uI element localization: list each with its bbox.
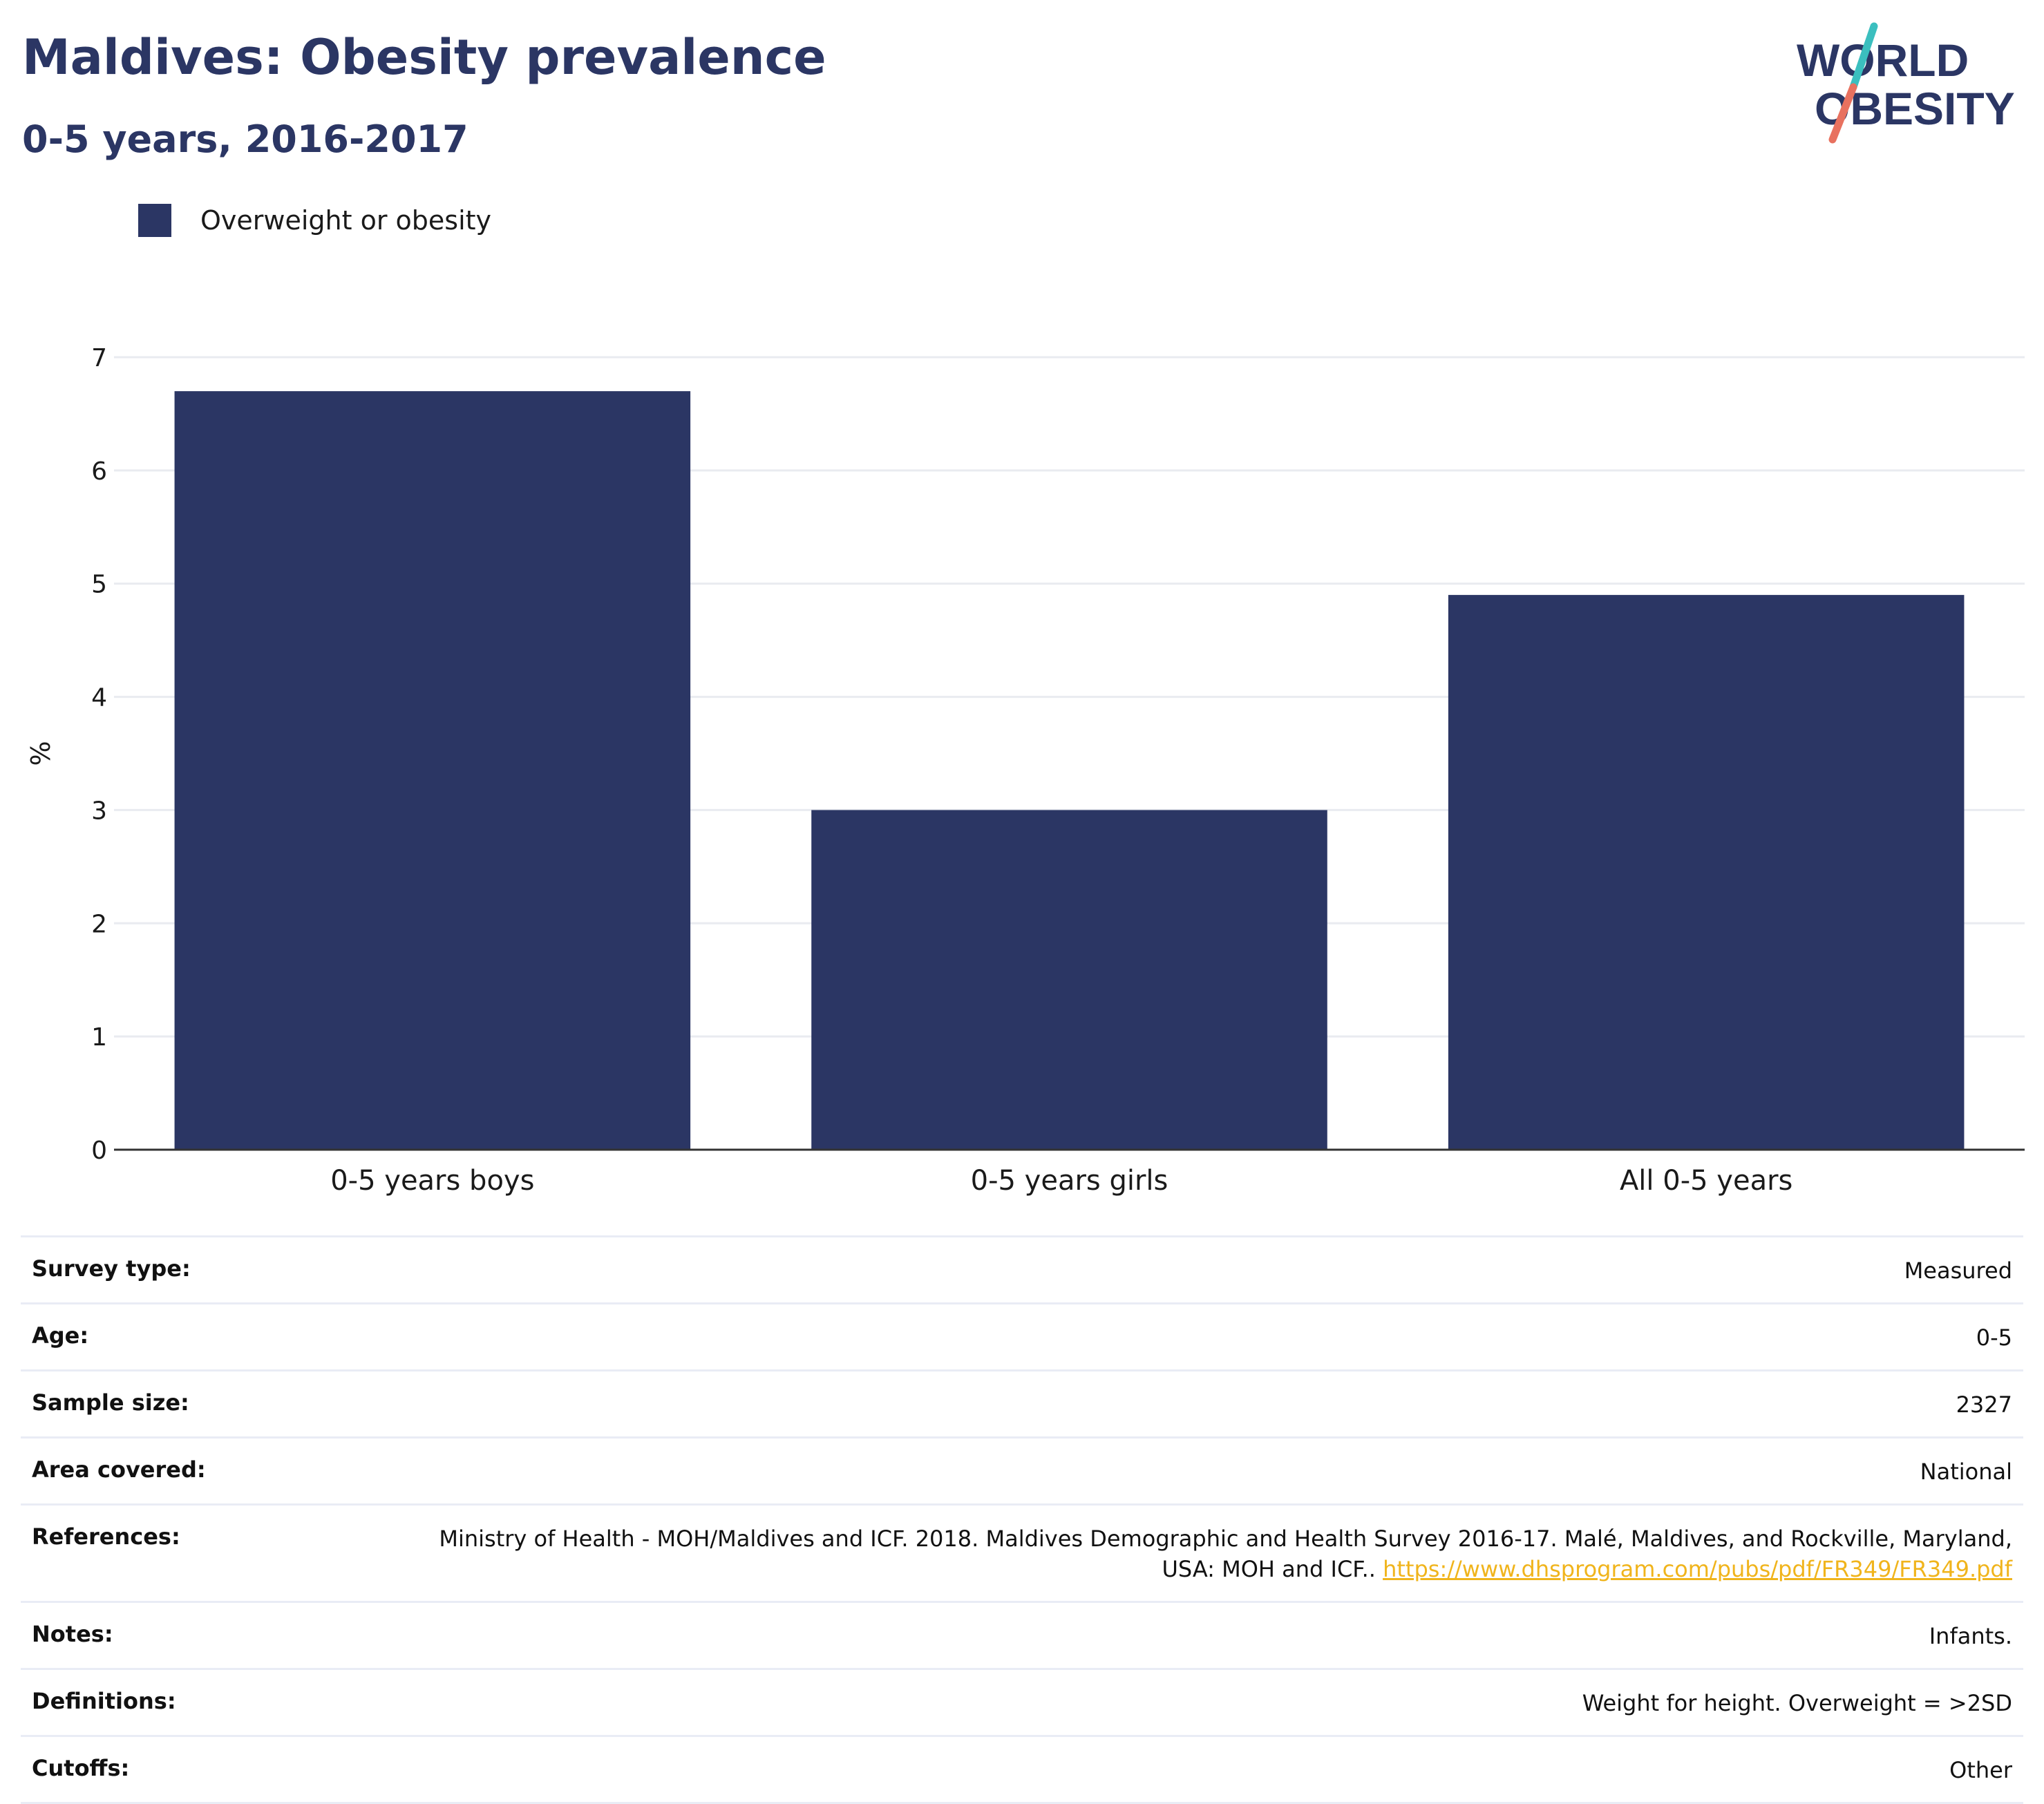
x-tick-label: 0-5 years girls [971, 1165, 1168, 1197]
info-value-text: National [1920, 1459, 2012, 1485]
info-value-text: 0-5 [1976, 1324, 2012, 1351]
x-tick-label: 0-5 years boys [330, 1165, 534, 1197]
info-value-text: Ministry of Health - MOH/Maldives and IC… [439, 1526, 2012, 1582]
y-tick-label: 0 [91, 1137, 107, 1165]
info-value: National [1920, 1456, 2012, 1487]
y-tick-label: 1 [91, 1023, 107, 1052]
x-tick-label: All 0-5 years [1620, 1165, 1792, 1197]
info-row: Definitions: Weight for height. Overweigh… [21, 1670, 2023, 1737]
y-tick-label: 6 [91, 457, 107, 486]
info-value: Other [1949, 1755, 2012, 1785]
info-value-text: Weight for height. Overweight = >2SD [1582, 1690, 2012, 1716]
y-tick-label: 7 [91, 344, 107, 372]
info-value: 0-5 [1976, 1322, 2012, 1353]
info-value: Infants. [1929, 1621, 2012, 1651]
info-value-text: 2327 [1956, 1392, 2012, 1418]
y-tick-label: 5 [91, 571, 107, 599]
logo-line1: WORLD [1797, 35, 1969, 86]
info-row: Age: 0-5 [21, 1304, 2023, 1371]
info-label: Age: [32, 1322, 89, 1349]
info-label: Definitions: [32, 1688, 176, 1714]
info-label: Area covered: [32, 1456, 206, 1483]
world-obesity-logo: WORLD OBESITY [1797, 22, 2015, 144]
info-label: Sample size: [32, 1389, 189, 1416]
info-value: Ministry of Health - MOH/Maldives and IC… [423, 1523, 2012, 1584]
info-row: Sample size: 2327 [21, 1371, 2023, 1439]
info-label: Notes: [32, 1621, 113, 1647]
legend-label: Overweight or obesity [200, 205, 492, 236]
chart-legend: Overweight or obesity [138, 204, 491, 237]
info-row: Area covered: National [21, 1439, 2023, 1506]
info-value-text: Measured [1904, 1257, 2012, 1284]
info-label: Survey type: [32, 1255, 191, 1282]
y-tick-label: 4 [91, 684, 107, 712]
info-value: 2327 [1956, 1389, 2012, 1420]
info-value: Measured [1904, 1255, 2012, 1286]
info-row: Notes: Infants. [21, 1603, 2023, 1670]
info-value: Weight for height. Overweight = >2SD [1582, 1688, 2012, 1718]
y-tick-label: 3 [91, 797, 107, 825]
info-row: Cutoffs: Other [21, 1737, 2023, 1804]
legend-swatch [138, 204, 171, 237]
info-row: References: Ministry of Health - MOH/Mald… [21, 1506, 2023, 1603]
y-tick-label: 2 [91, 910, 107, 938]
bar-3 [1448, 595, 1965, 1150]
info-label: Cutoffs: [32, 1755, 130, 1781]
survey-info-table: Survey type: Measured Age: 0-5 Sample size: 2… [21, 1235, 2023, 1804]
logo-slash-top [1849, 22, 1878, 91]
page-title: Maldives: Obesity prevalence [22, 29, 826, 86]
bar-1 [174, 391, 691, 1150]
reference-link[interactable]: https://www.dhsprogram.com/pubs/pdf/FR34… [1383, 1556, 2012, 1582]
bar-2 [811, 810, 1327, 1150]
logo-slash-bottom [1828, 83, 1857, 144]
info-row: Survey type: Measured [21, 1237, 2023, 1304]
page-subtitle: 0-5 years, 2016-2017 [22, 117, 469, 161]
info-value-text: Other [1949, 1757, 2012, 1783]
y-axis-label: % [26, 741, 56, 766]
info-label: References: [32, 1523, 180, 1550]
bar-chart: 0 1 2 3 4 5 6 7% 0-5 years boys 0-5 years girls Al… [26, 344, 2025, 1197]
info-value-text: Infants. [1929, 1623, 2012, 1649]
